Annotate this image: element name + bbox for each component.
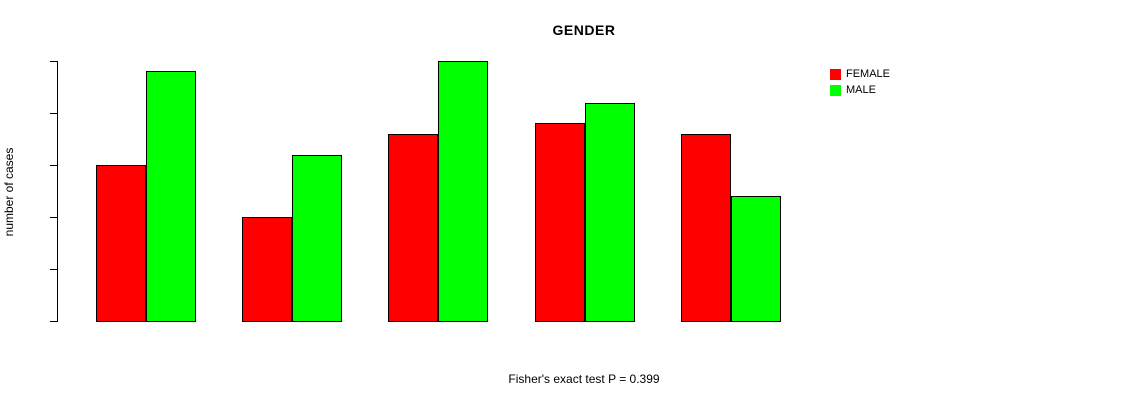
y-axis-tick — [50, 61, 57, 62]
y-axis-tick — [50, 321, 57, 322]
legend-item-male: MALE — [830, 82, 890, 98]
legend-swatch-female — [830, 68, 841, 80]
chart-title: GENDER — [552, 22, 616, 38]
y-axis-tick-label — [30, 309, 42, 333]
y-axis-tick-label — [30, 153, 42, 177]
y-axis-tick-label — [30, 49, 42, 73]
bar-female-subtype3 — [388, 134, 438, 322]
bar-male-subtype2 — [292, 155, 342, 322]
y-axis-tick — [50, 269, 57, 270]
bar-female-subtype1 — [96, 165, 146, 322]
legend-label: FEMALE — [846, 67, 891, 80]
y-axis-label: number of cases — [2, 147, 16, 237]
bar-male-subtype1 — [146, 71, 196, 322]
y-axis-tick — [50, 165, 57, 166]
legend: FEMALE MALE — [830, 66, 890, 98]
bar-male-subtype3 — [438, 61, 488, 322]
y-axis-tick — [50, 113, 57, 114]
y-axis-tick — [50, 217, 57, 218]
y-axis-tick-label — [30, 205, 42, 229]
bar-female-subtype4 — [535, 123, 585, 322]
legend-label: MALE — [846, 83, 876, 96]
bar-female-subtype5 — [681, 134, 731, 322]
legend-item-female: FEMALE — [830, 66, 890, 82]
y-axis-line — [57, 61, 58, 322]
bar-male-subtype5 — [731, 196, 781, 322]
bar-male-subtype4 — [585, 103, 635, 322]
y-axis-tick-label — [30, 257, 42, 281]
legend-swatch-male — [830, 84, 841, 96]
bar-female-subtype2 — [242, 217, 292, 322]
fishers-test-caption: Fisher's exact test P = 0.399 — [508, 372, 660, 386]
y-axis-tick-label — [30, 101, 42, 125]
